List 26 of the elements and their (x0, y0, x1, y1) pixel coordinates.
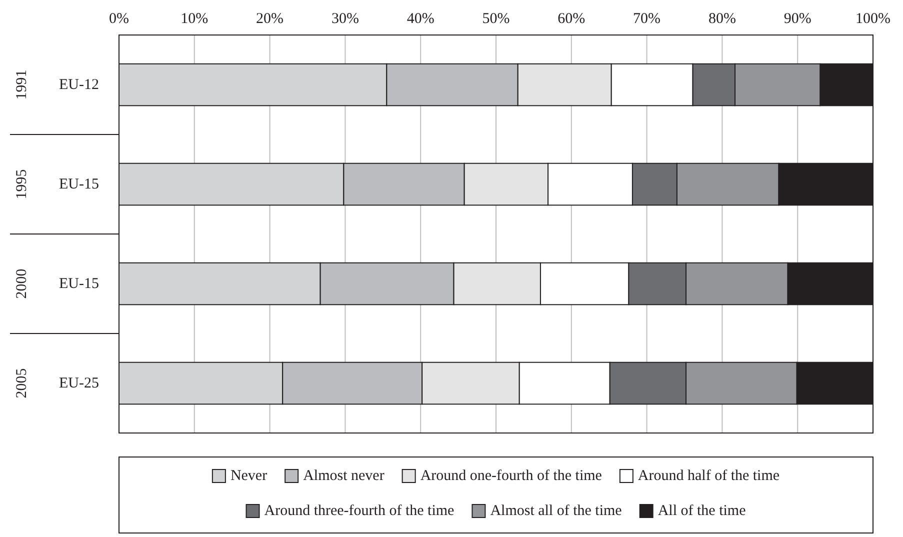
x-tick-label: 100% (856, 11, 890, 27)
text: 2005 (14, 368, 30, 398)
text: 1995 (14, 169, 30, 200)
text: 2000 (14, 268, 30, 299)
y-tick-label: EU-12 (59, 76, 99, 93)
x-tick-label: 10% (180, 11, 208, 27)
text: 1991 (14, 70, 30, 100)
legend-label: All of the time (658, 503, 746, 519)
y-tick-label: EU-25 (59, 375, 99, 392)
legend-label: Around one-fourth of the time (420, 468, 602, 484)
x-tick-label: 90% (784, 11, 812, 27)
legend-label: Around three-fourth of the time (264, 503, 455, 519)
x-tick-label: 0% (109, 11, 129, 27)
y-tick-label: EU-15 (59, 276, 99, 292)
legend-label: Almost never (303, 468, 384, 484)
legend-label: Almost all of the time (490, 503, 622, 519)
x-tick-label: 50% (482, 11, 510, 27)
x-tick-label: 20% (256, 11, 284, 27)
legend-label: Around half of the time (638, 468, 780, 484)
y-tick-label: EU-15 (59, 176, 99, 192)
x-tick-label: 60% (558, 11, 586, 27)
x-tick-label: 40% (406, 11, 434, 27)
x-tick-label: 80% (708, 11, 736, 27)
x-tick-label: 70% (633, 11, 661, 27)
legend-label: Never (230, 468, 268, 484)
x-tick-label: 30% (331, 11, 359, 27)
